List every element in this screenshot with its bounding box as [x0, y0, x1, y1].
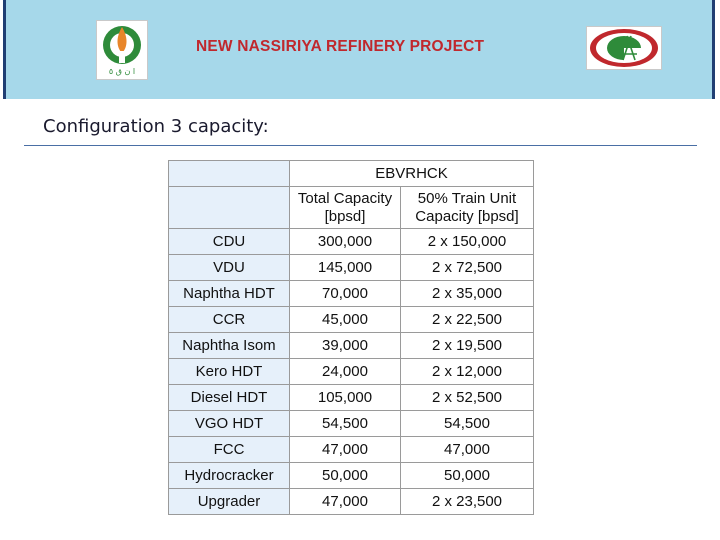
train-capacity: 47,000: [400, 436, 534, 463]
table-row: Kero HDT 24,000 2 x 12,000: [168, 358, 534, 385]
table-row: FCC 47,000 47,000: [168, 436, 534, 463]
unit-name: VDU: [168, 254, 290, 281]
company-logo-left: ا ن ق ٥: [96, 20, 148, 80]
table-row: VGO HDT 54,500 54,500: [168, 410, 534, 437]
unit-name: FCC: [168, 436, 290, 463]
table-row: Naphtha HDT 70,000 2 x 35,000: [168, 280, 534, 307]
header-banner: ا ن ق ٥ NEW NASSIRIYA REFINERY PROJECT: [3, 0, 715, 99]
total-capacity: 24,000: [289, 358, 401, 385]
table-row: Hydrocracker 50,000 50,000: [168, 462, 534, 489]
empty-header-cell: [168, 186, 290, 229]
column-header-total: Total Capacity [bpsd]: [289, 186, 401, 229]
train-capacity: 2 x 72,500: [400, 254, 534, 281]
train-capacity: 2 x 23,500: [400, 488, 534, 515]
group-header: EBVRHCK: [289, 160, 534, 187]
train-capacity: 2 x 19,500: [400, 332, 534, 359]
unit-name: Kero HDT: [168, 358, 290, 385]
total-capacity: 105,000: [289, 384, 401, 411]
banner-title: NEW NASSIRIYA REFINERY PROJECT: [196, 38, 485, 55]
total-capacity: 39,000: [289, 332, 401, 359]
total-capacity: 47,000: [289, 436, 401, 463]
company-logo-right: [586, 26, 662, 70]
train-capacity: 50,000: [400, 462, 534, 489]
train-capacity: 2 x 150,000: [400, 228, 534, 255]
empty-corner-cell: [168, 160, 290, 187]
total-capacity: 45,000: [289, 306, 401, 333]
unit-name: Naphtha Isom: [168, 332, 290, 359]
table-row: Upgrader 47,000 2 x 23,500: [168, 488, 534, 515]
table-row: CDU 300,000 2 x 150,000: [168, 228, 534, 255]
train-capacity: 2 x 22,500: [400, 306, 534, 333]
table-row: CCR 45,000 2 x 22,500: [168, 306, 534, 333]
train-capacity: 2 x 52,500: [400, 384, 534, 411]
total-capacity: 47,000: [289, 488, 401, 515]
unit-name: Diesel HDT: [168, 384, 290, 411]
total-capacity: 50,000: [289, 462, 401, 489]
capacity-table: EBVRHCK Total Capacity [bpsd] 50% Train …: [168, 160, 534, 515]
table-row: VDU 145,000 2 x 72,500: [168, 254, 534, 281]
table-row: Diesel HDT 105,000 2 x 52,500: [168, 384, 534, 411]
unit-name: VGO HDT: [168, 410, 290, 437]
unit-name: CCR: [168, 306, 290, 333]
total-capacity: 300,000: [289, 228, 401, 255]
train-capacity: 54,500: [400, 410, 534, 437]
total-capacity: 70,000: [289, 280, 401, 307]
total-capacity: 145,000: [289, 254, 401, 281]
unit-name: Naphtha HDT: [168, 280, 290, 307]
unit-name: CDU: [168, 228, 290, 255]
train-capacity: 2 x 35,000: [400, 280, 534, 307]
unit-name: Upgrader: [168, 488, 290, 515]
train-capacity: 2 x 12,000: [400, 358, 534, 385]
unit-name: Hydrocracker: [168, 462, 290, 489]
svg-text:ا ن ق ٥: ا ن ق ٥: [109, 67, 135, 76]
column-header-train: 50% Train Unit Capacity [bpsd]: [400, 186, 534, 229]
table-row: Naphtha Isom 39,000 2 x 19,500: [168, 332, 534, 359]
section-heading: Configuration 3 capacity:: [43, 116, 269, 137]
total-capacity: 54,500: [289, 410, 401, 437]
heading-divider: [24, 145, 697, 146]
